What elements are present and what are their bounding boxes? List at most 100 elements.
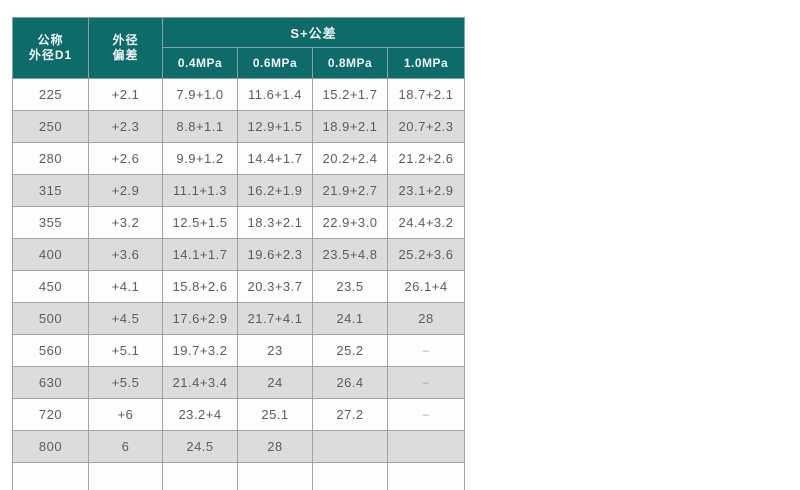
table-cell: +5.1: [88, 334, 163, 367]
table-cell: 21.2+2.6: [386, 142, 466, 175]
table-cell: [237, 462, 313, 490]
table-cell: 25.2+3.6: [386, 238, 466, 271]
table-row: [12, 462, 466, 490]
table-row: 630 +5.5 21.4+3.4 24 26.4–: [12, 366, 466, 399]
table-cell: 450: [12, 270, 89, 303]
table-cell: 28: [386, 302, 466, 335]
table-cell: 24: [237, 366, 313, 399]
table-cell: [12, 462, 89, 490]
table-cell: 7.9+1.0: [162, 78, 238, 111]
table-row: 250 +2.3 8.8+1.1 12.9+1.5 18.9+2.1 20.7+2.3: [12, 110, 466, 143]
table-cell: [386, 462, 466, 490]
table-cell: 11.6+1.4: [237, 78, 313, 111]
table-cell: +2.9: [88, 174, 163, 207]
table-cell: 19.7+3.2: [162, 334, 238, 367]
table-cell: 6: [88, 430, 163, 463]
table-cell: 15.8+2.6: [162, 270, 238, 303]
header-pressure-04mpa: 0.4MPa: [162, 47, 238, 79]
table-row: 315 +2.9 11.1+1.3 16.2+1.9 21.9+2.7 23.1+2.9: [12, 174, 466, 207]
table-cell: 15.2+1.7: [312, 78, 388, 111]
table-header-row-2: 0.4MPa 0.6MPa 0.8MPa 1.0MPa: [13, 47, 466, 79]
table-cell: 23.1+2.9: [386, 174, 466, 207]
table-cell: 14.4+1.7: [237, 142, 313, 175]
table-cell: +2.3: [88, 110, 163, 143]
table-cell: 26.1+4: [386, 270, 466, 303]
table-cell: 24.5: [162, 430, 238, 463]
table-cell: 28: [237, 430, 313, 463]
table-cell: +3.6: [88, 238, 163, 271]
table-cell: 9.9+1.2: [162, 142, 238, 175]
table-cell: 12.9+1.5: [237, 110, 313, 143]
table-cell: +5.5: [88, 366, 163, 399]
table-row: 400 +3.6 14.1+1.7 19.6+2.3 23.5+4.8 25.2+3.6: [12, 238, 466, 271]
table-cell: 20.7+2.3: [386, 110, 466, 143]
table-cell: 27.2: [312, 398, 388, 431]
table-cell: 355: [12, 206, 89, 239]
header-pressure-06mpa: 0.6MPa: [237, 47, 313, 79]
table-header: 公称 外径D1 外径 偏差 S+公差 0.4MPa 0.6MPa 0.8MPa …: [12, 17, 466, 79]
table-cell: [162, 462, 238, 490]
table-cell: 23.2+4: [162, 398, 238, 431]
table-cell: 800: [12, 430, 89, 463]
table-cell: 560: [12, 334, 89, 367]
table-cell: 400: [12, 238, 89, 271]
header-nominal-od-line2: 外径D1: [28, 48, 73, 62]
table-cell: –: [386, 398, 466, 431]
table-cell: 17.6+2.9: [162, 302, 238, 335]
table-cell: 20.2+2.4: [312, 142, 388, 175]
table-cell: 22.9+3.0: [312, 206, 388, 239]
table-cell: –: [386, 334, 466, 367]
table-cell: 25.1: [237, 398, 313, 431]
table-cell: 25.2: [312, 334, 388, 367]
table-cell: [88, 462, 163, 490]
table-row: 800 6 24.5 28: [12, 430, 466, 463]
table-cell: 24.1: [312, 302, 388, 335]
header-pressure-10mpa: 1.0MPa: [386, 47, 466, 79]
table-row: 450 +4.1 15.8+2.6 20.3+3.7 23.5 26.1+4: [12, 270, 466, 303]
table-cell: [312, 462, 388, 490]
header-od-deviation-line2: 偏差: [112, 48, 139, 62]
table-cell: 24.4+3.2: [386, 206, 466, 239]
table-cell: 315: [12, 174, 89, 207]
table-cell: 8.8+1.1: [162, 110, 238, 143]
pipe-spec-table: 公称 外径D1 外径 偏差 S+公差 0.4MPa 0.6MPa 0.8MPa …: [12, 17, 466, 490]
table-cell: 21.9+2.7: [312, 174, 388, 207]
table-row: 225 +2.1 7.9+1.0 11.6+1.4 15.2+1.7 18.7+2.1: [12, 78, 466, 111]
table-cell: 19.6+2.3: [237, 238, 313, 271]
table-row: 280 +2.6 9.9+1.2 14.4+1.7 20.2+2.4 21.2+2.6: [12, 142, 466, 175]
table-row: 720 +6 23.2+4 25.1 27.2–: [12, 398, 466, 431]
table-cell: 12.5+1.5: [162, 206, 238, 239]
table-cell: +3.2: [88, 206, 163, 239]
header-s-tolerance: S+公差: [161, 17, 466, 48]
table-body: 225 +2.1 7.9+1.0 11.6+1.4 15.2+1.7 18.7+2.1 25…: [12, 78, 466, 490]
table-cell: 21.4+3.4: [162, 366, 238, 399]
table-cell: –: [386, 366, 466, 399]
table-row: 500 +4.5 17.6+2.9 21.7+4.1 24.1 28: [12, 302, 466, 335]
table-cell: 18.7+2.1: [386, 78, 466, 111]
table-cell: 11.1+1.3: [162, 174, 238, 207]
table-cell: [386, 430, 466, 463]
header-od-deviation: 外径 偏差: [88, 17, 163, 79]
table-cell: +2.1: [88, 78, 163, 111]
table-cell: +4.5: [88, 302, 163, 335]
table-cell: [312, 430, 388, 463]
table-cell: 18.3+2.1: [237, 206, 313, 239]
table-cell: 23.5+4.8: [312, 238, 388, 271]
table-cell: 630: [12, 366, 89, 399]
table-cell: +4.1: [88, 270, 163, 303]
header-pressure-08mpa: 0.8MPa: [312, 47, 388, 79]
table-cell: 720: [12, 398, 89, 431]
table-cell: 26.4: [312, 366, 388, 399]
header-nominal-od: 公称 外径D1: [12, 17, 89, 79]
table-header-row-1: 公称 外径D1 外径 偏差 S+公差: [12, 17, 466, 79]
table-cell: 23: [237, 334, 313, 367]
table-cell: 500: [12, 302, 89, 335]
table-cell: 21.7+4.1: [237, 302, 313, 335]
table-cell: 23.5: [312, 270, 388, 303]
header-nominal-od-line1: 公称: [37, 33, 64, 47]
table-cell: +2.6: [88, 142, 163, 175]
table-cell: +6: [88, 398, 163, 431]
table-cell: 16.2+1.9: [237, 174, 313, 207]
table-cell: 280: [12, 142, 89, 175]
